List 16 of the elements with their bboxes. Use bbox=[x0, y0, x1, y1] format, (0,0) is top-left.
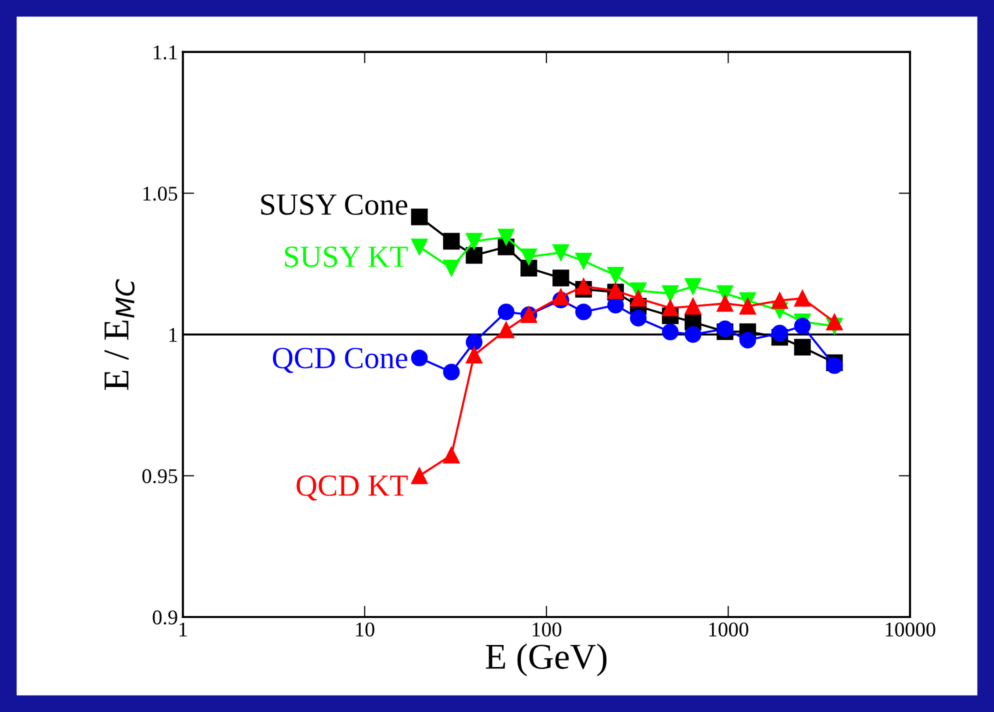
series-label: QCD KT bbox=[296, 475, 408, 501]
x-tick-label: 1000 bbox=[709, 622, 748, 637]
y-tick-label: 0.95 bbox=[142, 469, 178, 484]
series-label: QCD Cone bbox=[272, 348, 408, 374]
x-axis-title: E (GeV) bbox=[486, 644, 607, 676]
y-tick-label: 1 bbox=[169, 328, 177, 342]
x-tick-label: 10000 bbox=[886, 622, 936, 637]
y-tick-label: 1.05 bbox=[143, 186, 178, 201]
y-axis-title: E / E$_{MC}$ bbox=[104, 279, 135, 390]
series-label: SUSY KT bbox=[284, 246, 408, 268]
x-tick-label: 100 bbox=[532, 622, 562, 637]
x-tick-label: 10 bbox=[356, 622, 374, 637]
series-label: SUSY Cone bbox=[261, 194, 408, 215]
y-tick-label: 0.9 bbox=[152, 610, 178, 625]
y-tick-label: 1.1 bbox=[154, 45, 177, 60]
x-tick-label: 1 bbox=[180, 622, 187, 636]
